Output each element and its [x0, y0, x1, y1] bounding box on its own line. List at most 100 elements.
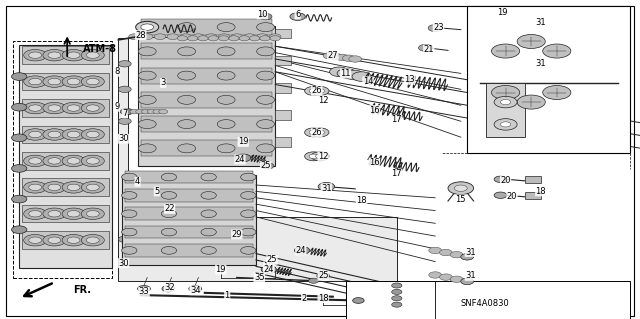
Circle shape — [81, 76, 104, 87]
Text: SNF4A0830: SNF4A0830 — [461, 299, 509, 308]
Circle shape — [450, 276, 463, 282]
Circle shape — [517, 34, 545, 48]
Circle shape — [201, 247, 216, 254]
Text: 28: 28 — [136, 31, 146, 40]
Text: 18: 18 — [356, 197, 367, 205]
Circle shape — [29, 131, 42, 138]
Bar — [525, 192, 541, 199]
Text: 20: 20 — [507, 192, 517, 201]
Circle shape — [118, 86, 131, 93]
Circle shape — [141, 24, 154, 30]
Circle shape — [24, 102, 47, 114]
Circle shape — [178, 95, 196, 104]
Text: 27: 27 — [328, 51, 338, 60]
Text: 1: 1 — [225, 291, 230, 300]
Circle shape — [29, 78, 42, 85]
Circle shape — [86, 131, 99, 138]
Circle shape — [290, 13, 305, 20]
Circle shape — [500, 122, 511, 127]
Circle shape — [161, 210, 177, 218]
Bar — [125, 244, 253, 257]
Circle shape — [138, 23, 156, 32]
Text: 9: 9 — [115, 102, 120, 111]
Circle shape — [86, 78, 99, 85]
Circle shape — [305, 128, 323, 137]
Bar — [141, 68, 272, 84]
Text: 31: 31 — [465, 248, 476, 256]
Circle shape — [257, 95, 275, 104]
Circle shape — [48, 52, 61, 58]
Circle shape — [29, 237, 42, 243]
Circle shape — [419, 44, 433, 51]
Circle shape — [138, 120, 156, 129]
Circle shape — [244, 34, 255, 40]
Circle shape — [138, 71, 156, 80]
Circle shape — [429, 247, 442, 254]
Text: 12: 12 — [318, 96, 328, 105]
Circle shape — [461, 254, 474, 260]
Circle shape — [67, 78, 80, 85]
Bar — [141, 116, 272, 132]
Circle shape — [12, 73, 27, 80]
Circle shape — [24, 129, 47, 140]
Circle shape — [24, 182, 47, 193]
Circle shape — [86, 52, 99, 58]
Circle shape — [48, 211, 61, 217]
Text: 29: 29 — [232, 230, 242, 239]
Text: 13: 13 — [404, 75, 415, 84]
Circle shape — [48, 105, 61, 111]
Circle shape — [392, 296, 402, 301]
Circle shape — [257, 144, 275, 153]
Bar — [141, 19, 272, 35]
Circle shape — [138, 144, 156, 153]
Circle shape — [48, 237, 61, 243]
Circle shape — [461, 278, 474, 285]
Circle shape — [24, 234, 47, 246]
Text: 16: 16 — [369, 106, 380, 115]
Circle shape — [180, 34, 191, 40]
Circle shape — [81, 234, 104, 246]
Circle shape — [43, 49, 66, 61]
Circle shape — [159, 109, 168, 114]
Circle shape — [330, 67, 349, 77]
Circle shape — [161, 173, 177, 181]
Circle shape — [494, 192, 507, 198]
Circle shape — [440, 274, 452, 280]
Circle shape — [193, 34, 204, 40]
Circle shape — [67, 184, 80, 190]
Circle shape — [269, 34, 281, 40]
Bar — [22, 178, 109, 196]
Circle shape — [241, 247, 256, 254]
Circle shape — [81, 208, 104, 219]
Text: 26: 26 — [312, 128, 322, 137]
Circle shape — [118, 118, 131, 124]
Text: 12: 12 — [318, 152, 328, 161]
Circle shape — [62, 76, 85, 87]
Circle shape — [122, 191, 137, 199]
Circle shape — [177, 36, 188, 41]
Text: 14: 14 — [363, 77, 373, 86]
Circle shape — [24, 49, 47, 61]
Text: 31: 31 — [465, 271, 476, 280]
Circle shape — [81, 155, 104, 167]
Circle shape — [392, 283, 402, 288]
Circle shape — [217, 120, 235, 129]
Circle shape — [217, 71, 235, 80]
Circle shape — [201, 210, 216, 218]
Text: 8: 8 — [115, 67, 120, 76]
Text: 5: 5 — [154, 187, 159, 196]
Circle shape — [352, 72, 371, 81]
Circle shape — [122, 173, 137, 181]
Circle shape — [67, 105, 80, 111]
Circle shape — [67, 52, 80, 58]
Circle shape — [448, 182, 474, 195]
Circle shape — [450, 251, 463, 258]
Text: 26: 26 — [312, 86, 322, 95]
Text: 3: 3 — [161, 78, 166, 87]
Circle shape — [429, 272, 442, 278]
Circle shape — [138, 286, 150, 292]
Circle shape — [86, 211, 99, 217]
Circle shape — [48, 158, 61, 164]
Text: 7: 7 — [122, 109, 127, 118]
Circle shape — [336, 54, 349, 61]
